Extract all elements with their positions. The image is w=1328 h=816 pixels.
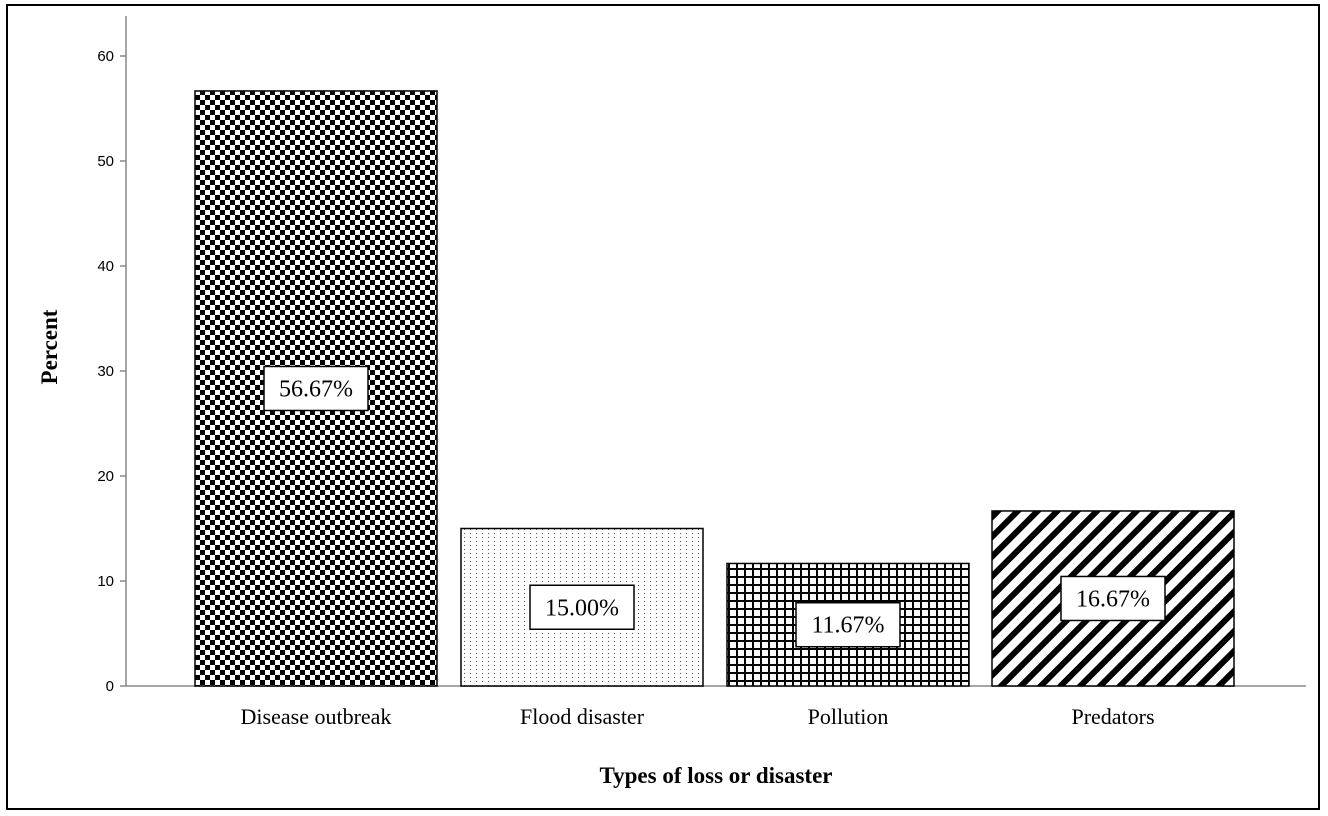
x-category-label: Predators [1071,704,1154,729]
data-label: 11.67% [811,613,884,639]
x-category-label: Disease outbreak [241,704,392,729]
bar-predators [991,510,1235,687]
data-label: 56.67% [279,376,353,402]
y-tick-label: 20 [97,468,114,485]
y-tick-label: 30 [97,363,114,380]
x-category-label: Flood disaster [520,704,645,729]
y-axis-title: Percent [37,309,62,384]
data-labels-group: 56.67% 15.00% 11.67% 16.67% [263,365,1166,648]
y-tick-label: 10 [97,573,114,590]
data-label-box [1060,575,1166,622]
x-category-label: Pollution [808,704,889,729]
data-label: 15.00% [545,595,619,621]
x-axis-title: Types of loss or disaster [600,763,833,788]
data-label-box [529,584,635,630]
data-label: 16.67% [1076,586,1150,612]
data-label-box [263,365,369,412]
y-tick-label: 40 [97,258,114,275]
y-tick-label: 60 [97,48,114,65]
y-axis-ticks: 0 10 20 30 40 50 60 [97,48,126,695]
y-tick-label: 0 [106,678,114,695]
y-tick-label: 50 [97,153,114,170]
x-axis-category-labels: Disease outbreak Flood disaster Pollution P… [241,704,1155,729]
data-label-box [795,601,901,648]
